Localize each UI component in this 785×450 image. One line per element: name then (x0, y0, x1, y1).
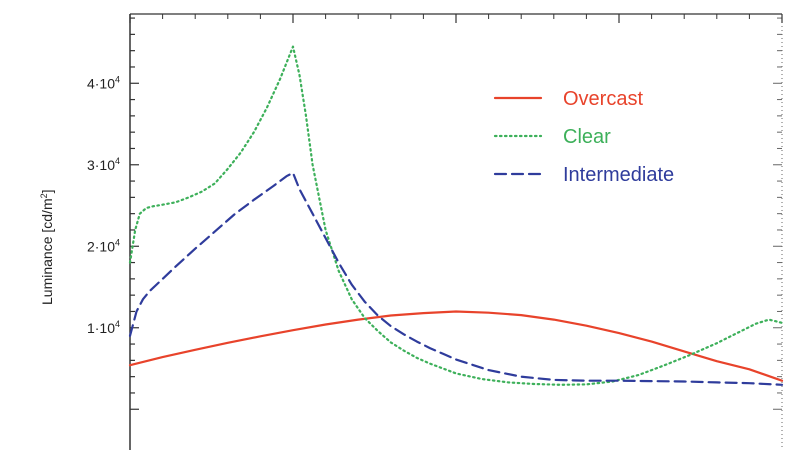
y-tick-label: 2·104 (87, 237, 120, 254)
axis-ticks (129, 14, 783, 410)
legend: Overcast Clear Intermediate (493, 88, 674, 186)
series-line-intermediate (128, 171, 784, 386)
legend-label-overcast: Overcast (563, 88, 643, 110)
y-axis-title: Luminance [cd/m2] (39, 189, 55, 305)
series-layer (128, 45, 784, 386)
y-tick-label: 3·104 (87, 156, 120, 173)
plot-frame (129, 13, 783, 450)
y-tick-label: 1·104 (87, 319, 120, 336)
series-line-clear (128, 45, 784, 386)
y-tick-label: 4·104 (87, 74, 120, 91)
legend-label-clear: Clear (563, 126, 611, 148)
y-tick-labels: 1·104 2·104 3·104 4·104 (87, 74, 120, 335)
legend-label-intermediate: Intermediate (563, 164, 674, 186)
series-line-overcast (128, 310, 784, 382)
